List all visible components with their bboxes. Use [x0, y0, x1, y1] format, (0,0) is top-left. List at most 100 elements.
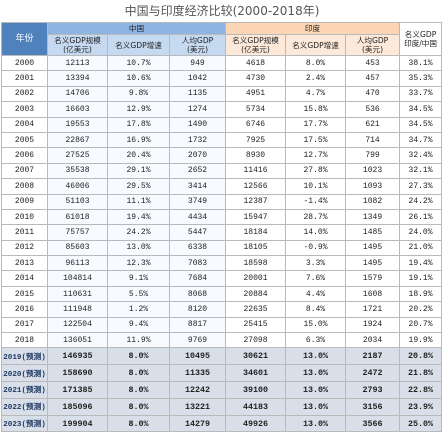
cell-china-per-capita: 11335	[168, 364, 227, 383]
cell-india-per-capita: 2472	[345, 364, 401, 383]
cell-india-gdp: 18598	[225, 255, 287, 272]
cell-india-growth: 13.0%	[285, 347, 347, 366]
table-row: 2015 110631 5.5% 8068 20884 4.4% 1608 18.9%	[1, 285, 443, 303]
cell-china-growth: 9.4%	[107, 316, 170, 334]
cell-china-growth: 29.5%	[107, 178, 170, 195]
cell-ratio: 20.7%	[399, 316, 443, 334]
cell-china-per-capita: 13221	[168, 397, 227, 416]
cell-year: 2009	[1, 193, 48, 210]
cell-year: 2006	[1, 147, 48, 164]
cell-china-per-capita: 9769	[168, 332, 227, 349]
cell-india-gdp: 44183	[225, 397, 287, 416]
table-row: 2005 22867 16.9% 1732 7925 17.5% 714 34.7%	[1, 131, 443, 149]
table-row: 2000 12113 10.7% 949 4618 8.0% 453 38.1%	[1, 54, 443, 72]
cell-year: 2003	[1, 101, 48, 118]
cell-china-gdp: 27525	[47, 147, 108, 164]
cell-india-per-capita: 1349	[345, 208, 401, 226]
cell-ratio: 34.5%	[399, 116, 443, 133]
table-row: 2014 104814 9.1% 7684 20001 7.6% 1579 19.1%	[1, 270, 443, 287]
cell-china-per-capita: 7684	[168, 270, 227, 287]
cell-china-growth: 11.1%	[107, 193, 170, 210]
cell-india-growth: 17.7%	[285, 116, 347, 133]
table-row: 2016 111948 1.2% 8120 22635 8.4% 1721 20.2%	[1, 301, 443, 318]
header-india: 印度	[225, 22, 401, 35]
table-row: 2019(预测) 146935 8.0% 10495 30621 13.0% 2187 20.…	[1, 347, 443, 366]
cell-china-gdp: 12113	[47, 54, 108, 72]
cell-china-gdp: 96113	[47, 255, 108, 272]
cell-india-per-capita: 1608	[345, 285, 401, 303]
header-china-per-capita: 人均GDP (美元)	[168, 34, 227, 56]
cell-ratio: 19.4%	[399, 255, 443, 272]
cell-china-gdp: 104814	[47, 270, 108, 287]
cell-india-per-capita: 457	[345, 70, 401, 87]
cell-india-growth: -1.4%	[285, 193, 347, 210]
cell-india-per-capita: 1924	[345, 316, 401, 334]
cell-india-gdp: 27098	[225, 332, 287, 349]
table-row: 2017 122504 9.4% 8817 25415 15.0% 1924 20.7%	[1, 316, 443, 334]
header-india-nominal-gdp: 名义GDP规模 (亿美元)	[225, 34, 287, 56]
cell-ratio: 24.2%	[399, 193, 443, 210]
table-row: 2001 13394 10.6% 1042 4730 2.4% 457 35.3%	[1, 70, 443, 87]
cell-year: 2020(预测)	[1, 364, 48, 383]
cell-china-growth: 10.7%	[107, 54, 170, 72]
cell-ratio: 23.9%	[399, 397, 443, 416]
cell-china-growth: 1.2%	[107, 301, 170, 318]
cell-india-per-capita: 536	[345, 101, 401, 118]
cell-year: 2013	[1, 255, 48, 272]
header-china-gdp-growth: 名义GDP增速	[107, 34, 170, 56]
header-india-gdp-growth: 名义GDP增速	[285, 34, 347, 56]
cell-china-per-capita: 1732	[168, 131, 227, 149]
cell-ratio: 32.4%	[399, 147, 443, 164]
cell-china-growth: 16.9%	[107, 131, 170, 149]
cell-china-gdp: 16603	[47, 101, 108, 118]
cell-china-gdp: 111948	[47, 301, 108, 318]
header-china: 中国	[46, 22, 227, 35]
cell-india-per-capita: 2187	[345, 347, 401, 366]
table-row: 2022(预测) 185096 8.0% 13221 44183 13.0% 3156 23.…	[1, 397, 443, 416]
cell-china-per-capita: 7083	[168, 255, 227, 272]
cell-india-growth: 13.0%	[285, 364, 347, 383]
cell-ratio: 22.8%	[399, 381, 443, 399]
cell-china-per-capita: 1274	[168, 101, 227, 118]
cell-china-gdp: 146935	[47, 347, 108, 366]
cell-year: 2007	[1, 162, 48, 180]
cell-year: 2016	[1, 301, 48, 318]
cell-year: 2023(预测)	[1, 414, 48, 432]
cell-ratio: 18.9%	[399, 285, 443, 303]
cell-china-per-capita: 5447	[168, 224, 227, 241]
cell-year: 2021(预测)	[1, 381, 48, 399]
cell-india-gdp: 8930	[225, 147, 287, 164]
cell-india-per-capita: 3156	[345, 397, 401, 416]
cell-india-per-capita: 453	[345, 54, 401, 72]
cell-india-per-capita: 1082	[345, 193, 401, 210]
cell-china-gdp: 14706	[47, 85, 108, 103]
cell-india-growth: 13.0%	[285, 414, 347, 432]
cell-ratio: 35.3%	[399, 70, 443, 87]
cell-year: 2001	[1, 70, 48, 87]
table-row: 2021(预测) 171385 8.0% 12242 39100 13.0% 2793 22.…	[1, 381, 443, 399]
table-row: 2003 16603 12.9% 1274 5734 15.8% 536 34.5%	[1, 101, 443, 118]
table-row: 2009 51103 11.1% 3749 12387 -1.4% 1082 24.2%	[1, 193, 443, 210]
cell-india-gdp: 20001	[225, 270, 287, 287]
cell-china-gdp: 46006	[47, 178, 108, 195]
cell-china-growth: 29.1%	[107, 162, 170, 180]
cell-india-gdp: 18105	[225, 239, 287, 257]
cell-ratio: 20.2%	[399, 301, 443, 318]
cell-china-gdp: 136051	[47, 332, 108, 349]
cell-year: 2018	[1, 332, 48, 349]
cell-china-per-capita: 1490	[168, 116, 227, 133]
cell-india-gdp: 4730	[225, 70, 287, 87]
cell-china-growth: 8.0%	[107, 347, 170, 366]
cell-india-gdp: 34601	[225, 364, 287, 383]
cell-india-growth: 14.0%	[285, 224, 347, 241]
cell-ratio: 38.1%	[399, 54, 443, 72]
cell-ratio: 21.0%	[399, 239, 443, 257]
cell-china-growth: 8.0%	[107, 414, 170, 432]
cell-india-per-capita: 470	[345, 85, 401, 103]
cell-china-per-capita: 12242	[168, 381, 227, 399]
table-row: 2023(预测) 199904 8.0% 14279 49926 13.0% 3566 25.…	[1, 414, 443, 432]
cell-china-gdp: 13394	[47, 70, 108, 87]
cell-china-per-capita: 8817	[168, 316, 227, 334]
table-row: 2002 14706 9.8% 1135 4951 4.7% 470 33.7%	[1, 85, 443, 103]
cell-china-per-capita: 8120	[168, 301, 227, 318]
